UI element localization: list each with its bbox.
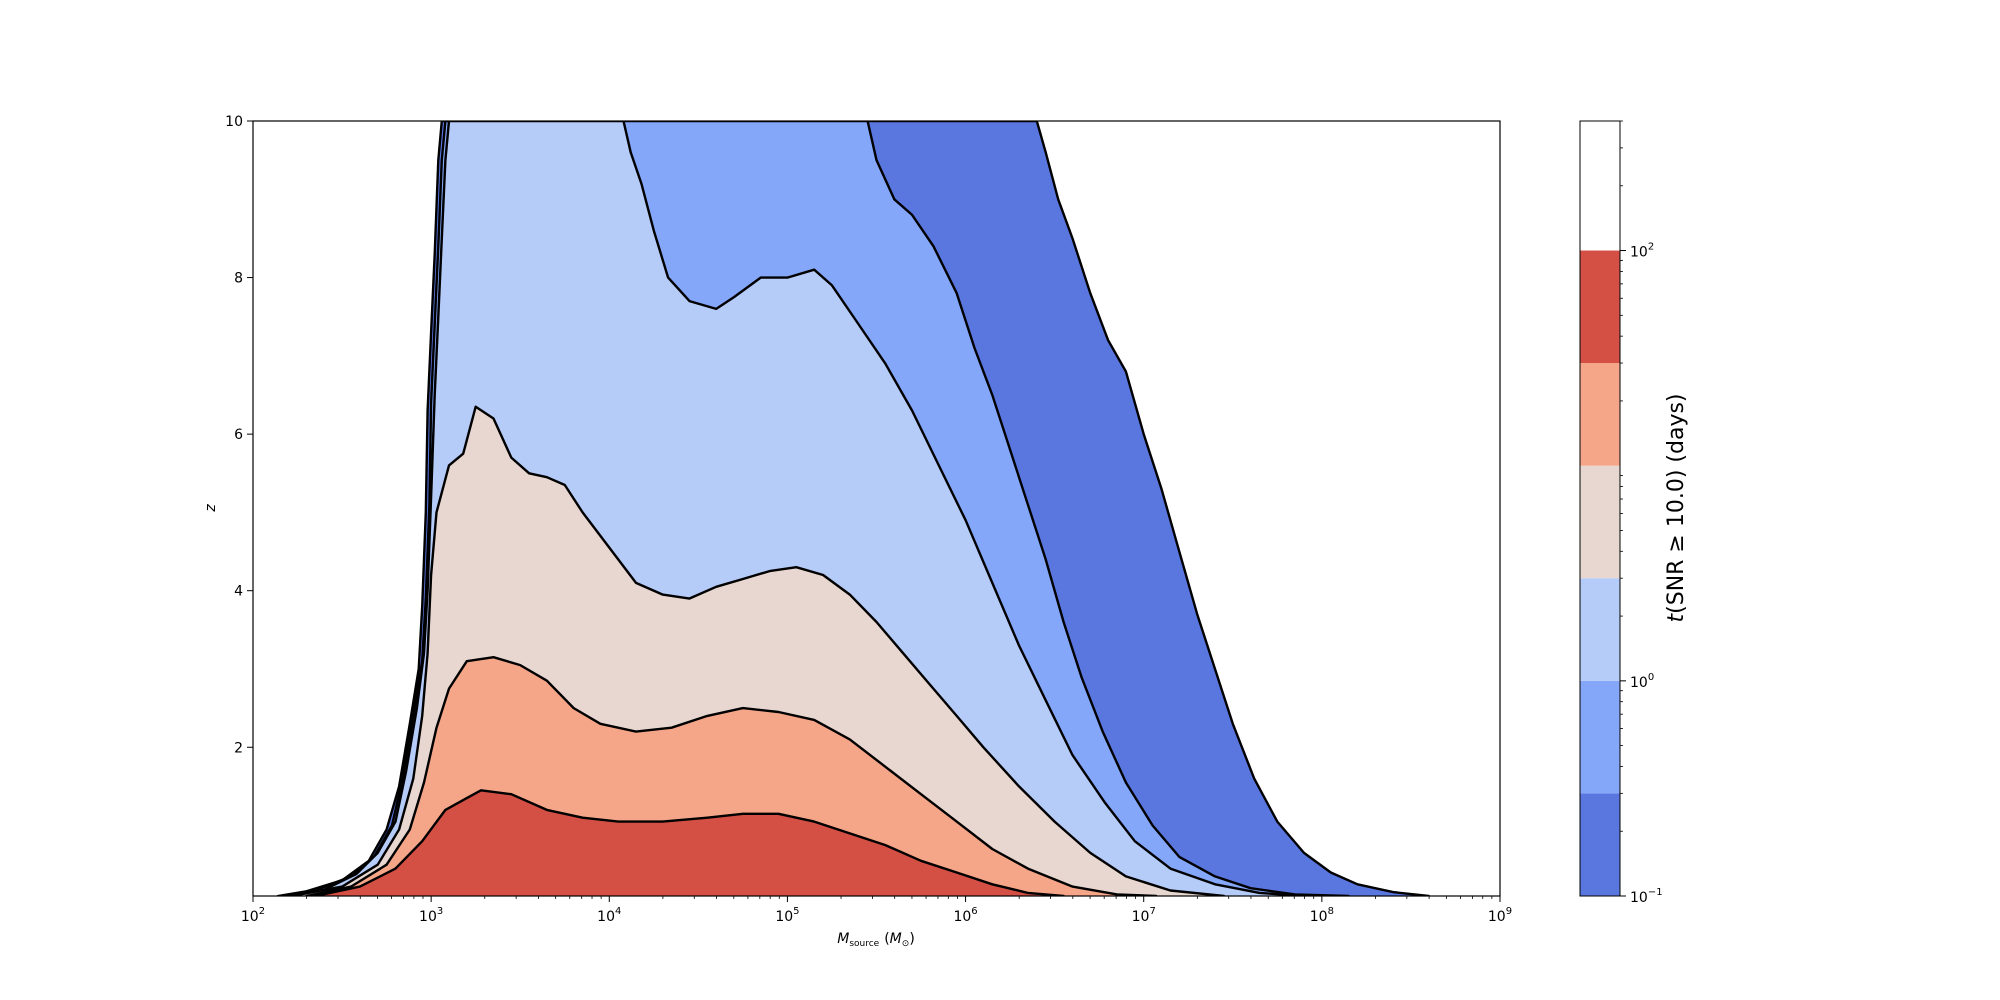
colorbar-ticks: 10−1 100 102 bbox=[1620, 120, 1663, 906]
colorbar-frame bbox=[1579, 120, 1621, 897]
contour-region-6 bbox=[314, 789, 1065, 896]
x-tick-label: 107 bbox=[1132, 906, 1156, 925]
x-axis-ticks: 102 103 104 105 106 107 108 109 bbox=[241, 896, 1512, 925]
colorbar bbox=[1580, 250, 1620, 896]
y-axis-label: z bbox=[203, 504, 219, 513]
y-tick-label: 4 bbox=[234, 584, 243, 600]
x-tick-label: 102 bbox=[241, 906, 265, 925]
y-tick-label: 2 bbox=[234, 740, 243, 756]
y-tick-label: 10 bbox=[225, 114, 243, 130]
colorbar-tick-label: 100 bbox=[1630, 672, 1654, 691]
colorbar-tick-label: 102 bbox=[1630, 242, 1654, 261]
x-axis-label: Msource (M⊙) bbox=[837, 931, 915, 949]
colorbar-band bbox=[1580, 793, 1620, 896]
contour-plot bbox=[276, 121, 1430, 896]
colorbar-label: t(SNR ≥ 10.0) (days) bbox=[1664, 393, 1689, 622]
colorbar-band bbox=[1580, 465, 1620, 579]
y-tick-label: 6 bbox=[234, 427, 243, 443]
x-tick-label: 105 bbox=[775, 906, 799, 925]
colorbar-tick-label: 10−1 bbox=[1630, 887, 1663, 906]
y-axis-ticks: 2 4 6 8 10 bbox=[225, 114, 253, 756]
colorbar-band bbox=[1580, 578, 1620, 681]
x-tick-label: 104 bbox=[597, 906, 621, 925]
y-tick-label: 8 bbox=[234, 271, 243, 287]
plot-frame bbox=[252, 120, 1501, 897]
colorbar-band bbox=[1580, 363, 1620, 466]
colorbar-band bbox=[1580, 680, 1620, 794]
x-tick-label: 108 bbox=[1310, 906, 1334, 925]
colorbar-band bbox=[1580, 250, 1620, 364]
x-tick-label: 106 bbox=[953, 906, 977, 925]
x-tick-label: 103 bbox=[419, 906, 443, 925]
x-tick-label: 109 bbox=[1488, 906, 1512, 925]
